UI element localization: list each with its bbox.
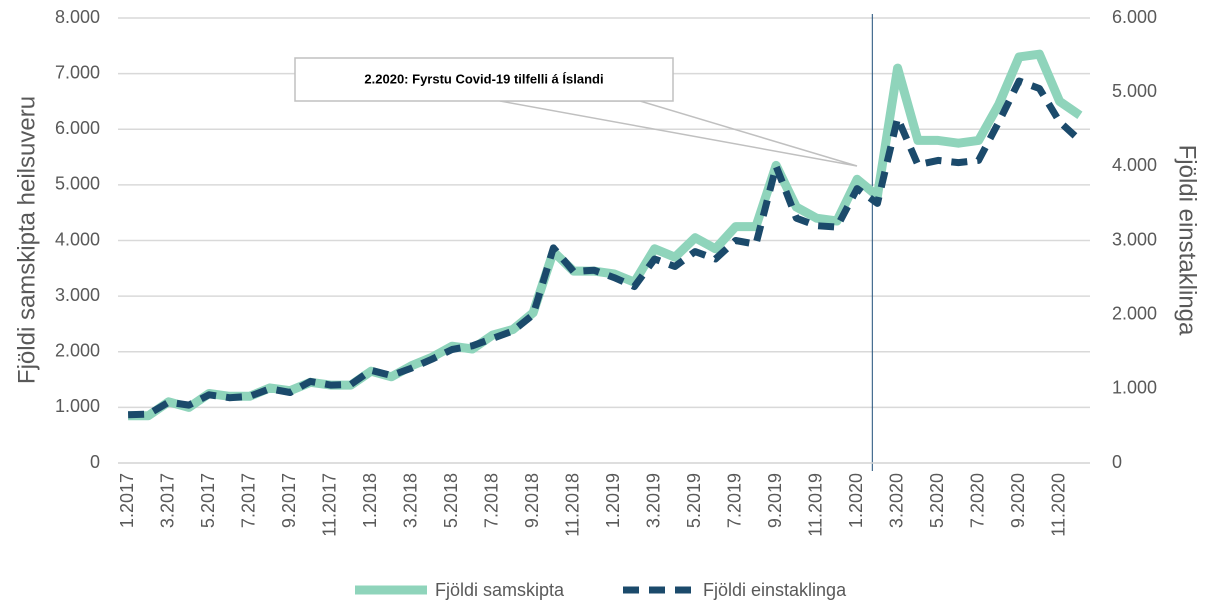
- y-tick-label: 4.000: [55, 229, 100, 249]
- x-tick-label: 1.2017: [117, 473, 137, 528]
- x-tick-label: 1.2019: [603, 473, 623, 528]
- y2-tick-label: 3.000: [1112, 229, 1157, 249]
- x-tick-label: 3.2020: [886, 473, 906, 528]
- y-tick-label: 0: [90, 452, 100, 472]
- legend-label: Fjöldi einstaklinga: [703, 580, 847, 600]
- y2-tick-label: 0: [1112, 452, 1122, 472]
- x-tick-label: 7.2018: [481, 473, 501, 528]
- x-tick-label: 3.2017: [157, 473, 177, 528]
- annotation: 2.2020: Fyrstu Covid-19 tilfelli á Íslan…: [364, 71, 603, 86]
- y2-tick-label: 2.000: [1112, 303, 1157, 323]
- series-line: [128, 49, 1083, 421]
- x-tick-label: 7.2017: [238, 473, 258, 528]
- y-tick-label: 3.000: [55, 285, 100, 305]
- y-tick-label: 7.000: [55, 62, 100, 82]
- y2-tick-label: 5.000: [1112, 81, 1157, 101]
- x-tick-label: 11.2019: [805, 473, 825, 537]
- x-tick-label: 5.2019: [684, 473, 704, 528]
- x-tick-label: 9.2019: [765, 473, 785, 528]
- y2-tick-label: 6.000: [1112, 7, 1157, 27]
- y-tick-label: 2.000: [55, 341, 100, 361]
- x-tick-label: 1.2018: [360, 473, 380, 528]
- y2-tick-label: 4.000: [1112, 155, 1157, 175]
- x-tick-label: 9.2017: [279, 473, 299, 528]
- y-tick-label: 6.000: [55, 118, 100, 138]
- x-tick-label: 9.2020: [1008, 473, 1028, 528]
- x-tick-label: 11.2018: [562, 473, 582, 537]
- y-tick-label: 8.000: [55, 7, 100, 27]
- y-axis-title: Fjöldi samskipta heilsuveru: [13, 96, 40, 384]
- x-tick-label: 7.2020: [967, 473, 987, 528]
- x-tick-label: 3.2018: [400, 473, 420, 528]
- x-tick-label: 9.2018: [522, 473, 542, 528]
- x-tick-label: 11.2020: [1048, 473, 1068, 537]
- x-tick-label: 5.2020: [927, 473, 947, 528]
- y2-tick-label: 1.000: [1112, 378, 1157, 398]
- series-line: [127, 77, 1083, 419]
- y2-axis-title: Fjöldi einstaklinga: [1174, 145, 1201, 336]
- callout-pointer: [499, 100, 858, 167]
- x-tick-label: 3.2019: [643, 473, 663, 528]
- x-tick-label: 5.2017: [198, 473, 218, 528]
- x-tick-label: 5.2018: [441, 473, 461, 528]
- x-tick-label: 7.2019: [724, 473, 744, 528]
- x-tick-label: 1.2020: [846, 473, 866, 528]
- y-tick-label: 1.000: [55, 396, 100, 416]
- annotation-box: [294, 57, 674, 102]
- legend-label: Fjöldi samskipta: [435, 580, 565, 600]
- x-tick-label: 11.2017: [319, 473, 339, 537]
- y-tick-label: 5.000: [55, 174, 100, 194]
